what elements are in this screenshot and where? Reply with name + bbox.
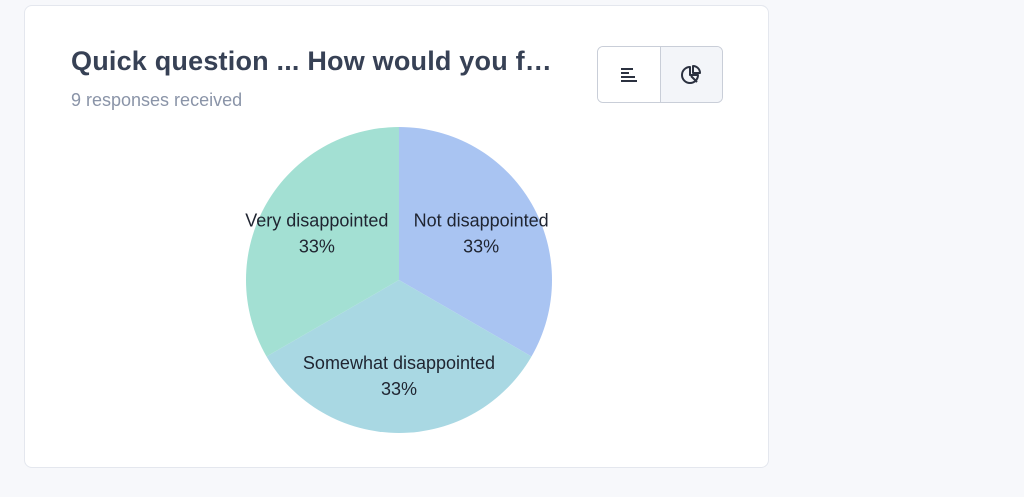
pie-value-somewhat-disappointed: 33% [381, 379, 417, 399]
pie-label-somewhat-disappointed: Somewhat disappointed [303, 353, 495, 373]
bar-view-button[interactable] [598, 47, 660, 102]
chart-view-toggle [597, 46, 723, 103]
survey-question-card: Quick question ... How would you f… 9 re… [24, 5, 769, 468]
pie-chart-icon [681, 64, 702, 84]
pie-slice-not-disappointed[interactable] [399, 127, 553, 357]
pie-value-very-disappointed: 33% [299, 237, 335, 257]
pie-slice-very-disappointed[interactable] [245, 127, 399, 357]
pie-label-very-disappointed: Very disappointed [245, 211, 388, 231]
question-title: Quick question ... How would you f… [71, 46, 553, 76]
response-count: 9 responses received [71, 90, 243, 110]
pie-label-not-disappointed: Not disappointed [414, 211, 549, 231]
pie-chart: Not disappointed 33% Somewhat disappointed… [245, 127, 553, 433]
bar-list-icon [620, 67, 637, 82]
pie-value-not-disappointed: 33% [463, 237, 499, 257]
pie-view-button[interactable] [659, 47, 722, 102]
